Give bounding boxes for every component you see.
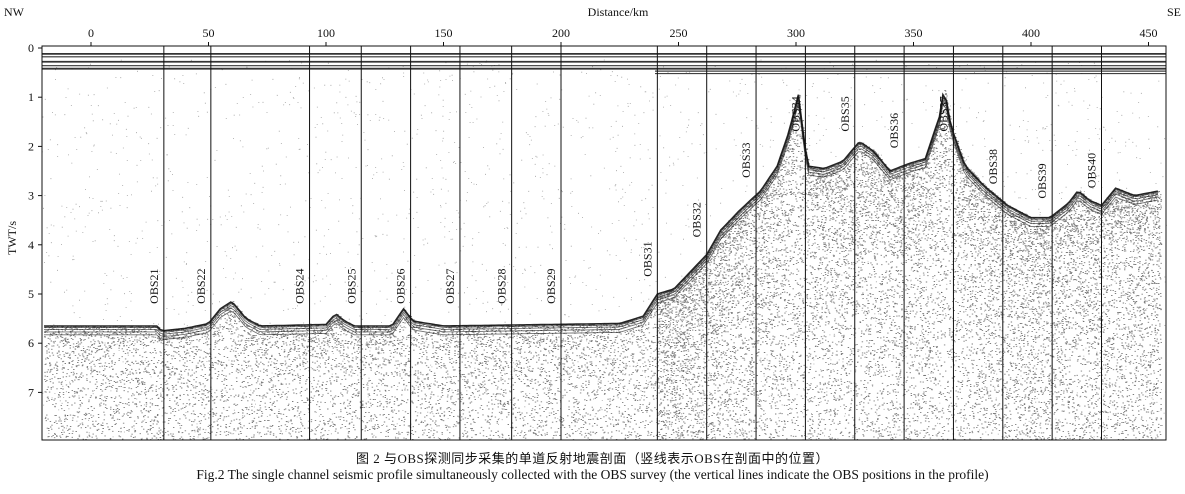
figure-caption-chinese: 图 2 与OBS探测同步采集的单道反射地震剖面（竖线表示OBS在剖面中的位置） bbox=[355, 451, 830, 466]
x-tick-label: 350 bbox=[905, 26, 923, 40]
obs-label-obs28: OBS28 bbox=[495, 268, 509, 303]
figure-caption-english: Fig.2 The single channel seismic profile… bbox=[196, 467, 989, 482]
obs-label-obs27: OBS27 bbox=[443, 268, 457, 303]
x-tick-label: 300 bbox=[787, 26, 805, 40]
y-axis-title: TWT/s bbox=[5, 221, 19, 255]
obs-label-obs21: OBS21 bbox=[147, 268, 161, 303]
axes: 0 50 100 150 200 250 300 350 400 450 0 1 2 3 4 5 6 7 bbox=[28, 26, 1158, 399]
obs-label-obs24: OBS24 bbox=[293, 268, 307, 303]
obs-label-obs36: OBS36 bbox=[887, 113, 901, 148]
corner-label-nw: NW bbox=[4, 5, 25, 19]
y-tick-label: 2 bbox=[28, 139, 34, 153]
x-tick-label: 150 bbox=[435, 26, 453, 40]
y-tick-label: 1 bbox=[28, 90, 34, 104]
x-tick-label: 450 bbox=[1140, 26, 1158, 40]
obs-label-obs22: OBS22 bbox=[194, 268, 208, 303]
seafloor-reflections bbox=[44, 90, 1163, 441]
y-tick-label: 4 bbox=[28, 238, 34, 252]
corner-label-se: SE bbox=[1167, 5, 1181, 19]
water-surface-reflections bbox=[42, 53, 1166, 75]
obs-label-obs31: OBS31 bbox=[640, 241, 654, 276]
y-tick-label: 0 bbox=[28, 41, 34, 55]
obs-label-obs40: OBS40 bbox=[1085, 153, 1099, 188]
y-tick-label: 6 bbox=[28, 336, 34, 350]
x-axis-title: Distance/km bbox=[588, 5, 649, 19]
x-tick-label: 250 bbox=[670, 26, 688, 40]
obs-label-obs26: OBS26 bbox=[394, 268, 408, 303]
y-tick-label: 7 bbox=[28, 385, 34, 399]
obs-label-obs35: OBS35 bbox=[838, 96, 852, 131]
obs-label-obs25: OBS25 bbox=[344, 268, 358, 303]
x-tick-label: 200 bbox=[552, 26, 570, 40]
obs-label-obs38: OBS38 bbox=[986, 149, 1000, 184]
obs-label-obs34: OBS34 bbox=[788, 96, 802, 131]
y-tick-label: 3 bbox=[28, 189, 34, 203]
obs-label-obs33: OBS33 bbox=[739, 142, 753, 177]
obs-station-lines: OBS21 OBS22 OBS24 OBS25 OBS26 OBS27 OBS28 OBS29… bbox=[147, 46, 1102, 440]
obs-label-obs37: OBS37 bbox=[936, 96, 950, 131]
x-tick-label: 400 bbox=[1022, 26, 1040, 40]
x-tick-label: 0 bbox=[88, 26, 94, 40]
x-tick-label: 50 bbox=[203, 26, 215, 40]
obs-label-obs32: OBS32 bbox=[690, 202, 704, 237]
y-tick-label: 5 bbox=[28, 287, 34, 301]
x-tick-label: 100 bbox=[317, 26, 335, 40]
obs-label-obs29: OBS29 bbox=[544, 268, 558, 303]
obs-label-obs39: OBS39 bbox=[1035, 163, 1049, 198]
